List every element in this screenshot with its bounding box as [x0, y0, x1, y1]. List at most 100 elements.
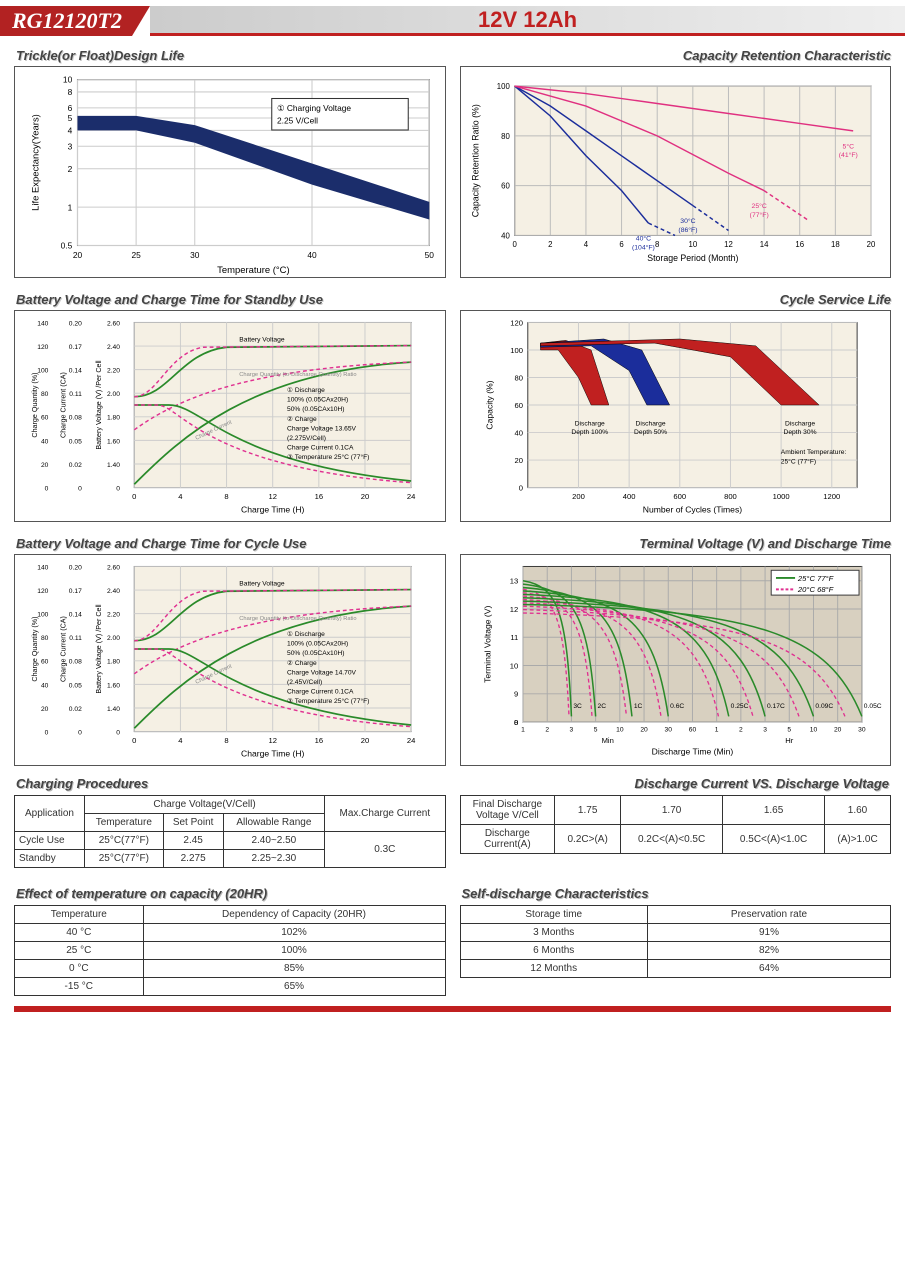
svg-text:13: 13 — [509, 577, 517, 586]
svg-text:8: 8 — [68, 87, 73, 97]
chart-trickle: 0.51234568102025304050① Charging Voltage… — [15, 67, 445, 277]
svg-text:Depth 50%: Depth 50% — [634, 429, 667, 436]
svg-text:Charge Voltage 14.70V: Charge Voltage 14.70V — [287, 669, 357, 676]
svg-text:5: 5 — [787, 727, 791, 734]
panel-trickle: Trickle(or Float)Design Life 0.512345681… — [14, 44, 446, 278]
svg-text:6: 6 — [619, 240, 623, 249]
svg-text:60: 60 — [41, 415, 49, 422]
svg-text:1200: 1200 — [823, 492, 840, 501]
svg-text:0.25C: 0.25C — [730, 703, 748, 710]
svg-text:1C: 1C — [633, 703, 642, 710]
svg-text:8: 8 — [655, 240, 659, 249]
svg-text:0.08: 0.08 — [69, 659, 82, 666]
svg-text:0.11: 0.11 — [69, 635, 82, 642]
svg-text:2.60: 2.60 — [107, 320, 120, 327]
svg-text:0: 0 — [78, 729, 82, 736]
svg-text:80: 80 — [514, 373, 522, 382]
svg-text:① Discharge: ① Discharge — [287, 386, 325, 394]
svg-text:(2.45V/Cell): (2.45V/Cell) — [287, 679, 322, 686]
svg-text:2.60: 2.60 — [107, 564, 120, 571]
svg-text:Battery Voltage (V) /Per Cell: Battery Voltage (V) /Per Cell — [95, 360, 103, 450]
svg-text:0.17: 0.17 — [69, 344, 82, 351]
svg-text:25°C 77°F: 25°C 77°F — [796, 574, 834, 583]
svg-text:Charge Current (CA): Charge Current (CA) — [60, 616, 68, 682]
svg-text:(77°F): (77°F) — [749, 211, 768, 219]
svg-text:Charge Quantity (to-Discharge: Charge Quantity (to-Discharge Quantity) … — [239, 372, 356, 378]
panel-terminal: Terminal Voltage (V) and Discharge Time … — [460, 532, 892, 766]
svg-text:1: 1 — [521, 727, 525, 734]
panel-standby: Battery Voltage and Charge Time for Stan… — [14, 288, 446, 522]
svg-text:25°C: 25°C — [751, 202, 766, 210]
svg-text:10: 10 — [809, 727, 817, 734]
table-tempcap: Effect of temperature on capacity (20HR)… — [14, 876, 446, 996]
svg-text:0.20: 0.20 — [69, 320, 82, 327]
svg-text:1.60: 1.60 — [107, 682, 120, 689]
svg-text:25°C (77°F): 25°C (77°F) — [780, 458, 815, 466]
svg-text:600: 600 — [673, 492, 686, 501]
svg-text:40°C: 40°C — [635, 235, 650, 243]
svg-text:0.20: 0.20 — [69, 564, 82, 571]
svg-text:Discharge: Discharge — [574, 420, 604, 427]
svg-text:2.20: 2.20 — [107, 368, 120, 375]
svg-text:30°C: 30°C — [680, 217, 695, 225]
svg-text:24: 24 — [407, 492, 416, 501]
svg-text:60: 60 — [41, 659, 49, 666]
svg-text:Charge Current 0.1CA: Charge Current 0.1CA — [287, 444, 354, 451]
panel-cyclecharge: Battery Voltage and Charge Time for Cycl… — [14, 532, 446, 766]
svg-text:Temperature (°C): Temperature (°C) — [217, 265, 289, 276]
svg-text:80: 80 — [41, 391, 49, 398]
svg-text:2: 2 — [739, 727, 743, 734]
svg-text:2.00: 2.00 — [107, 391, 120, 398]
svg-text:18: 18 — [831, 240, 840, 249]
svg-text:30: 30 — [190, 250, 200, 260]
svg-text:① Charging Voltage: ① Charging Voltage — [277, 103, 351, 113]
table-selfd: Self-discharge Characteristics Storage t… — [460, 876, 892, 996]
svg-text:5: 5 — [68, 113, 73, 123]
spec-title: 12V 12Ah — [150, 6, 905, 36]
svg-text:12: 12 — [268, 492, 276, 501]
svg-text:50: 50 — [425, 250, 435, 260]
svg-text:Charge Time (H): Charge Time (H) — [241, 748, 305, 758]
svg-text:(86°F): (86°F) — [678, 226, 697, 234]
svg-text:1.60: 1.60 — [107, 438, 120, 445]
svg-text:Depth 30%: Depth 30% — [783, 429, 816, 436]
svg-text:2: 2 — [68, 164, 73, 174]
svg-text:1.80: 1.80 — [107, 659, 120, 666]
svg-text:Discharge Time (Min): Discharge Time (Min) — [651, 747, 733, 757]
svg-text:0.02: 0.02 — [69, 706, 82, 713]
svg-text:0.08: 0.08 — [69, 415, 82, 422]
svg-text:400: 400 — [622, 492, 635, 501]
svg-text:0.14: 0.14 — [69, 368, 82, 375]
chart-cyclecharge: 04812162024000200.021.40400.051.60600.08… — [15, 555, 445, 765]
svg-text:10: 10 — [688, 240, 697, 249]
svg-text:40: 40 — [501, 231, 510, 240]
table-discharge: Discharge Current VS. Discharge Voltage … — [460, 766, 892, 868]
svg-text:8: 8 — [224, 736, 228, 745]
svg-text:Terminal Voltage (V): Terminal Voltage (V) — [482, 605, 492, 682]
svg-text:1.40: 1.40 — [107, 706, 120, 713]
svg-text:0: 0 — [514, 718, 518, 727]
svg-text:20: 20 — [640, 727, 648, 734]
svg-text:0: 0 — [518, 483, 522, 492]
svg-text:2.40: 2.40 — [107, 344, 120, 351]
svg-text:60: 60 — [688, 727, 696, 734]
svg-text:40: 40 — [307, 250, 317, 260]
svg-text:Hr: Hr — [785, 736, 794, 745]
svg-text:0: 0 — [116, 485, 120, 492]
svg-text:(41°F): (41°F) — [838, 151, 857, 159]
svg-text:3: 3 — [68, 141, 73, 151]
svg-text:Storage Period (Month): Storage Period (Month) — [647, 253, 738, 263]
svg-text:3: 3 — [763, 727, 767, 734]
svg-text:Charge Quantity (%): Charge Quantity (%) — [31, 372, 39, 437]
svg-text:Discharge: Discharge — [785, 420, 815, 427]
svg-text:Battery Voltage: Battery Voltage — [239, 581, 285, 588]
chart-cyclelife: 02040608010012020040060080010001200Disch… — [461, 311, 891, 521]
svg-text:100: 100 — [37, 368, 48, 375]
svg-text:0.17C: 0.17C — [766, 703, 784, 710]
svg-text:12: 12 — [724, 240, 733, 249]
svg-text:60: 60 — [514, 401, 522, 410]
svg-text:Min: Min — [601, 736, 613, 745]
svg-text:1: 1 — [714, 727, 718, 734]
svg-text:1: 1 — [68, 202, 73, 212]
svg-text:140: 140 — [37, 320, 48, 327]
